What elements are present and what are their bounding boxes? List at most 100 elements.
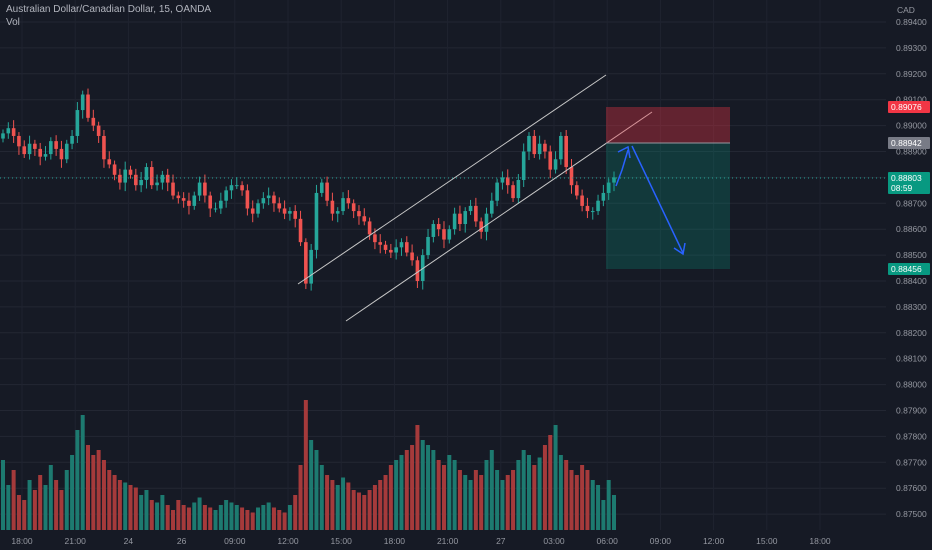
candle-body: [261, 198, 266, 204]
volume-bar: [585, 470, 590, 530]
price-tag: 0.89076: [888, 101, 930, 113]
candle-body: [452, 213, 457, 230]
candle-body: [134, 174, 138, 186]
price-tick-label: 0.89100: [896, 95, 927, 105]
volume-bar: [117, 480, 122, 530]
svg-text:0.89076: 0.89076: [891, 102, 922, 112]
time-axis[interactable]: 18:00 21:00 24 26 09:00 12:00 15:00 18:00 21:00 2…: [11, 536, 831, 546]
candle-body: [86, 94, 90, 118]
volume-bar: [128, 485, 133, 530]
volume-bar: [160, 495, 165, 530]
volume-bar: [287, 505, 292, 530]
candle-body: [49, 141, 53, 155]
candle-body: [245, 190, 250, 209]
candle-body: [612, 177, 616, 183]
candle-body: [463, 211, 468, 225]
volume-bar: [224, 500, 229, 530]
volume-bar: [298, 465, 303, 530]
volume-bar: [436, 460, 441, 530]
volume-bar: [112, 475, 117, 530]
volume-bar: [601, 500, 606, 530]
time-tick-label: 18:00: [384, 536, 406, 546]
volume-bar: [75, 430, 80, 530]
projection-arrow-up: [615, 149, 629, 187]
price-tick-label: 0.88500: [896, 250, 927, 260]
time-tick-label: 24: [124, 536, 134, 546]
candle-body: [70, 135, 74, 144]
candle-body: [234, 185, 239, 187]
price-tick-label: 0.87900: [896, 406, 927, 416]
volume-bar: [516, 460, 521, 530]
candle-body: [155, 182, 159, 186]
currency-label: CAD: [897, 5, 915, 15]
volume-bar: [356, 492, 361, 530]
candle-body: [319, 182, 324, 193]
candle-body: [351, 203, 356, 212]
volume-bar: [441, 465, 446, 530]
volume-bar: [590, 480, 595, 530]
price-tick-label: 0.89000: [896, 121, 927, 131]
projection-arrow-down: [631, 145, 684, 254]
channel-upper-line[interactable]: [297, 74, 607, 285]
candle-body: [527, 135, 531, 152]
volume-bar: [606, 480, 611, 530]
volume-bar: [133, 487, 138, 530]
volume-bar: [553, 425, 558, 530]
volume-bar: [218, 505, 223, 530]
volume-bar: [101, 460, 106, 530]
candle-body: [38, 148, 42, 157]
price-tick-label: 0.88600: [896, 224, 927, 234]
volume-bar: [511, 470, 516, 530]
candle-body: [160, 174, 165, 183]
candle-body: [330, 200, 335, 214]
volume-indicator-label[interactable]: Vol: [6, 17, 20, 28]
volume-bar: [532, 465, 537, 530]
drawings[interactable]: [297, 74, 730, 322]
volume-bar: [542, 445, 547, 530]
candle-body: [484, 213, 489, 232]
volume-bar: [404, 450, 409, 530]
channel-lower-line[interactable]: [345, 111, 653, 322]
volume-bar: [479, 475, 484, 530]
candle-body: [298, 218, 303, 243]
volume-bar: [176, 500, 181, 530]
volume-bar: [596, 485, 601, 530]
take-profit-zone[interactable]: [606, 143, 730, 269]
candle-body: [75, 110, 80, 136]
candle-body: [580, 195, 584, 206]
volume-bar: [495, 470, 500, 530]
candle-body: [240, 185, 244, 191]
volume-bar: [293, 495, 298, 530]
candle-body: [569, 167, 574, 186]
candle-body: [144, 167, 149, 180]
volume-bar: [415, 425, 420, 530]
symbol-title[interactable]: Australian Dollar/Canadian Dollar, 15, O…: [6, 4, 212, 15]
volume-bar: [378, 480, 383, 530]
candle-body: [335, 211, 340, 214]
volume-bar: [181, 505, 186, 530]
candle-body: [575, 185, 579, 196]
volume-bar: [426, 445, 431, 530]
candle-body: [171, 182, 175, 196]
volume-bar: [43, 485, 48, 530]
candle-body: [107, 159, 112, 165]
volume-bar: [59, 490, 64, 530]
volume-bar: [388, 465, 393, 530]
time-tick-label: 21:00: [437, 536, 459, 546]
volume-bar: [351, 490, 356, 530]
candle-body: [176, 195, 181, 199]
svg-text:08:59: 08:59: [891, 183, 913, 193]
time-tick-label: 27: [496, 536, 506, 546]
volume-bar: [314, 450, 319, 530]
candle-body: [27, 143, 32, 155]
volume-bar: [521, 450, 526, 530]
price-tag: 0.88942: [888, 137, 930, 149]
candle-body: [288, 211, 292, 214]
volume-bar: [107, 470, 112, 530]
candle-body: [11, 128, 16, 136]
candle-body: [410, 252, 414, 261]
candle-body: [404, 242, 409, 253]
stop-loss-zone[interactable]: [606, 107, 730, 143]
